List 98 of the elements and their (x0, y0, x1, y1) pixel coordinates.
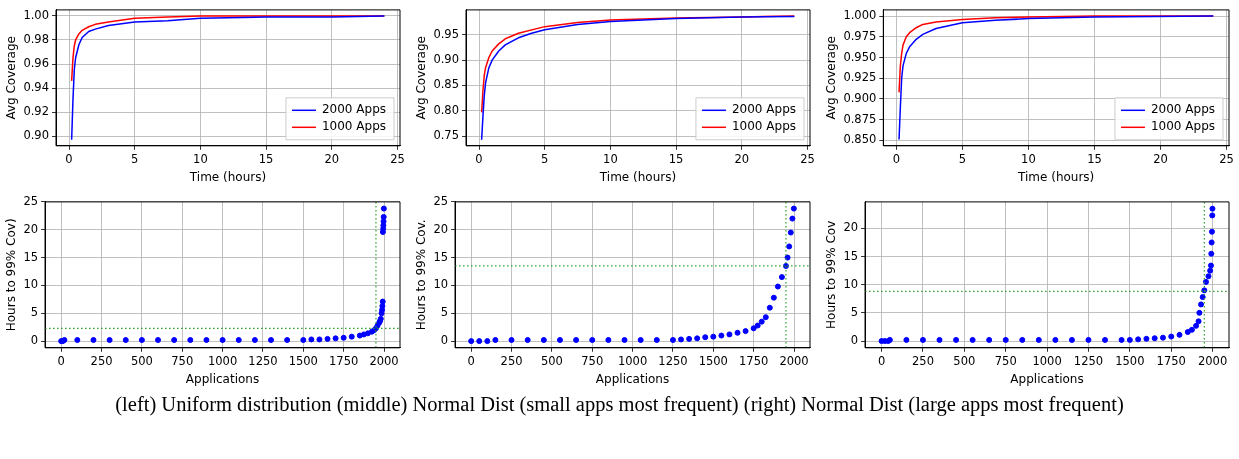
x-tick-label: 1750 (329, 353, 359, 368)
y-tick-label: 0 (440, 333, 449, 348)
x-tick-label: 500 (953, 353, 976, 368)
x-tick-label: 1000 (207, 353, 238, 368)
y-axis-title: Hours to 99% Cov. (414, 219, 429, 331)
y-tick-label: 0.85 (433, 77, 460, 92)
y-tick-label: 15 (843, 248, 859, 263)
x-tick-label: 15 (668, 151, 684, 166)
x-tick-label: 1500 (1115, 353, 1145, 368)
x-tick-label: 1500 (698, 353, 728, 368)
x-tick-label: 20 (734, 151, 750, 166)
x-axis-title: Time (hours) (598, 169, 677, 184)
legend-label: 1000 Apps (1150, 119, 1216, 134)
y-tick-label: 25 (23, 193, 39, 208)
y-tick-label: 0.75 (433, 128, 460, 143)
x-tick-label: 1000 (617, 353, 648, 368)
x-tick-label: 750 (171, 353, 194, 368)
y-tick-label: 20 (23, 221, 39, 236)
x-tick-label: 500 (130, 353, 153, 368)
y-tick-label: 0.98 (23, 31, 50, 46)
x-tick-label: 0 (65, 151, 73, 166)
y-tick-label: 15 (23, 249, 39, 264)
x-tick-label: 10 (603, 151, 618, 166)
legend-label: 2000 Apps (321, 102, 387, 117)
x-tick-label: 750 (581, 353, 604, 368)
x-tick-label: 2000 (369, 353, 399, 368)
y-axis-title: Hours to 99% Cov (824, 220, 839, 329)
y-tick-label: 1.000 (843, 8, 877, 23)
x-tick-label: 10 (1021, 151, 1036, 166)
legend-label: 1000 Apps (731, 119, 797, 134)
legend-label: 2000 Apps (731, 102, 797, 117)
y-tick-label: 0.925 (843, 70, 877, 85)
x-tick-label: 0 (57, 353, 65, 368)
y-axis-title: Avg Coverage (824, 36, 839, 120)
y-tick-label: 0.875 (843, 111, 877, 126)
x-tick-label: 5 (541, 151, 549, 166)
x-axis-title: Applications (1010, 371, 1084, 386)
y-tick-label: 0.850 (843, 132, 877, 147)
x-tick-label: 2000 (1197, 353, 1228, 368)
x-tick-label: 250 (90, 353, 113, 368)
y-tick-label: 10 (843, 276, 859, 291)
x-tick-label: 15 (1087, 151, 1102, 166)
y-axis-title: Avg Coverage (4, 36, 19, 120)
y-tick-label: 0 (850, 333, 859, 348)
x-tick-label: 0 (475, 151, 483, 166)
x-axis-title: Time (hours) (1017, 169, 1095, 184)
x-tick-label: 0 (467, 353, 475, 368)
y-tick-label: 5 (30, 305, 39, 320)
y-tick-label: 0.94 (23, 80, 50, 95)
x-tick-label: 750 (994, 353, 1017, 368)
y-tick-label: 5 (440, 305, 449, 320)
x-tick-label: 250 (911, 353, 934, 368)
y-tick-label: 0 (30, 333, 39, 348)
y-tick-label: 0.950 (843, 49, 877, 64)
x-tick-label: 1500 (288, 353, 318, 368)
text: (left) Uniform distribution (middle) Normal Dist (small apps most frequent) (right) Normal Dist (large apps most frequent) (114, 392, 1125, 416)
x-tick-label: 250 (500, 353, 523, 368)
y-tick-label: 0.92 (23, 104, 50, 119)
y-tick-label: 25 (433, 193, 449, 208)
x-axis-title: Applications (595, 371, 670, 386)
x-tick-label: 1000 (1032, 353, 1062, 368)
x-tick-label: 20 (324, 151, 340, 166)
x-tick-label: 15 (258, 151, 274, 166)
x-tick-label: 1250 (248, 353, 278, 368)
y-tick-label: 0.90 (433, 52, 460, 67)
y-tick-label: 1.00 (23, 7, 50, 22)
x-tick-label: 1250 (658, 353, 688, 368)
x-tick-label: 500 (540, 353, 563, 368)
x-tick-label: 1250 (1073, 353, 1104, 368)
y-tick-label: 0.90 (23, 128, 50, 143)
y-axis-title: Hours to 99% Cov) (4, 218, 19, 332)
y-tick-label: 20 (433, 221, 449, 236)
x-tick-label: 1750 (739, 353, 769, 368)
y-tick-label: 0.95 (433, 26, 460, 41)
x-tick-label: 25 (390, 151, 405, 166)
x-tick-label: 5 (958, 151, 967, 166)
x-tick-label: 5 (131, 151, 139, 166)
y-tick-label: 5 (850, 304, 859, 319)
legend-label: 2000 Apps (1150, 102, 1216, 117)
x-tick-label: 25 (1219, 151, 1234, 166)
x-axis-title: Applications (185, 371, 260, 386)
y-tick-label: 10 (23, 277, 39, 292)
y-tick-label: 10 (433, 277, 449, 292)
y-tick-label: 15 (433, 249, 449, 264)
x-tick-label: 1750 (1156, 353, 1186, 368)
y-tick-label: 0.80 (433, 102, 460, 117)
y-axis-title: Avg Coverage (414, 36, 429, 120)
x-tick-label: 20 (1153, 151, 1168, 166)
x-tick-label: 2000 (779, 353, 809, 368)
x-axis-title: Time (hours) (188, 169, 267, 184)
y-tick-label: 0.96 (23, 56, 50, 70)
y-tick-label: 0.900 (843, 90, 877, 105)
y-tick-label: 20 (843, 220, 859, 235)
x-tick-label: 25 (800, 151, 815, 166)
x-tick-label: 0 (892, 151, 901, 166)
x-tick-label: 10 (193, 151, 208, 166)
legend-label: 1000 Apps (321, 119, 387, 134)
y-tick-label: 0.975 (843, 28, 877, 43)
